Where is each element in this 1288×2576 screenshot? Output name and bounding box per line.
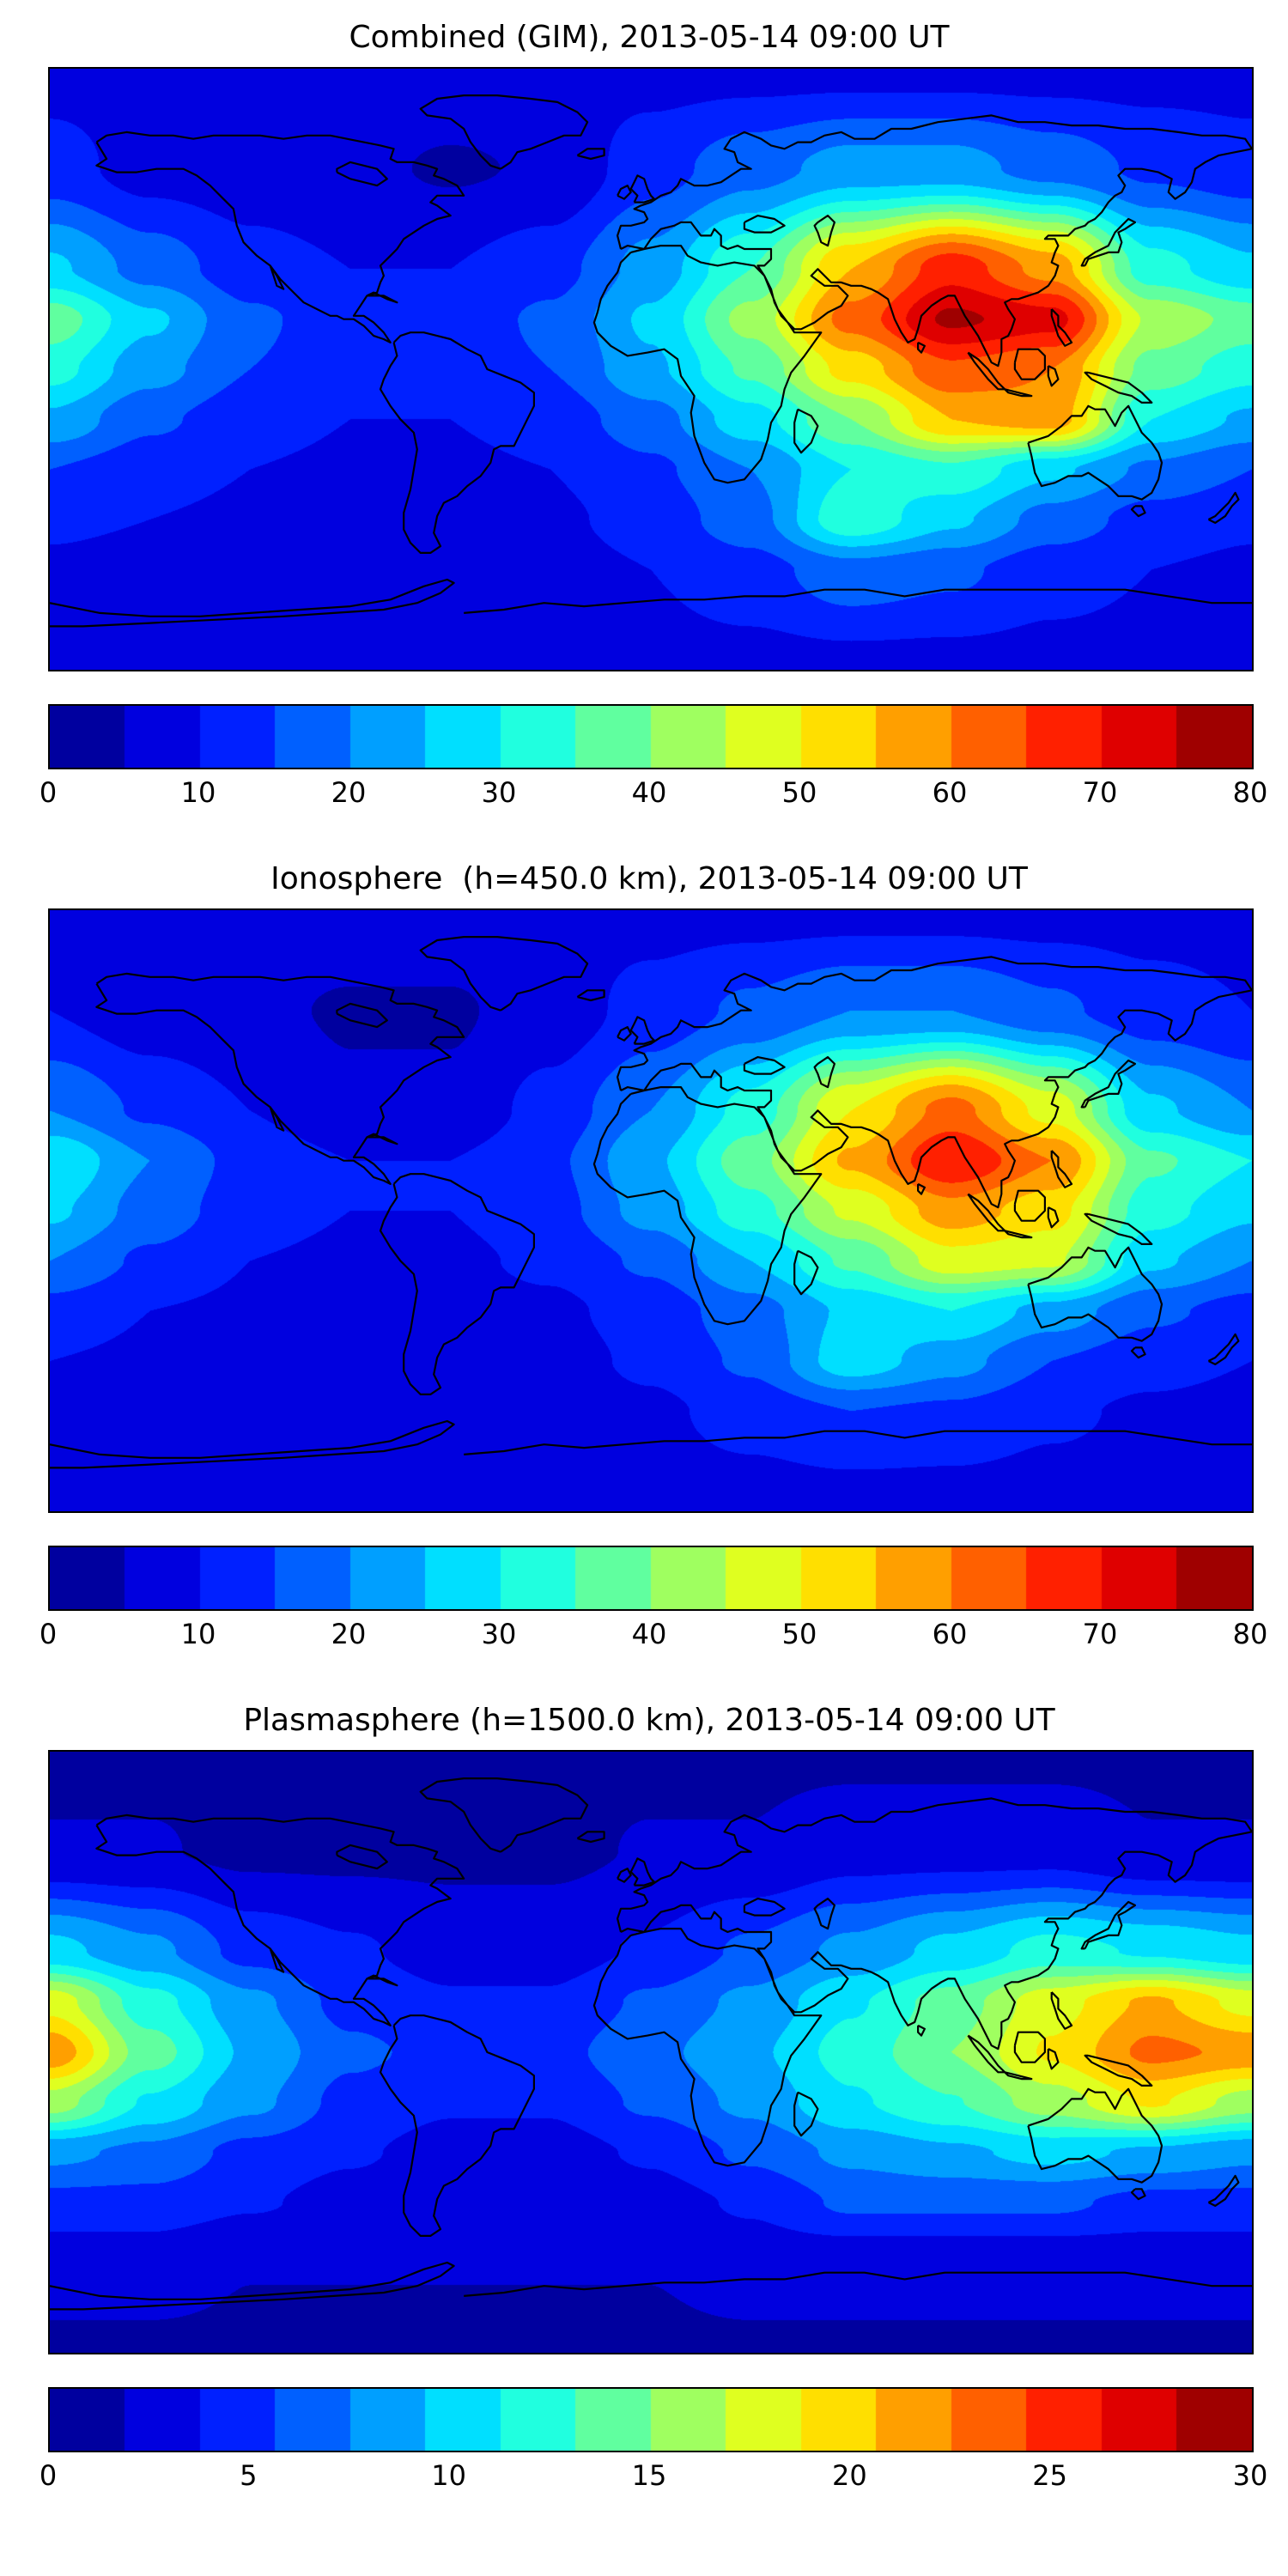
colorbar-tick-label: 10 bbox=[431, 2459, 467, 2492]
chart-title: Plasmasphere (h=1500.0 km), 2013-05-14 0… bbox=[243, 1703, 1055, 1738]
colorbar-tick-label: 50 bbox=[781, 1618, 817, 1650]
colorbar-tick-label: 0 bbox=[39, 776, 58, 809]
colorbar-canvas bbox=[50, 706, 1252, 768]
chart-title: Combined (GIM), 2013-05-14 09:00 UT bbox=[349, 20, 950, 55]
colorbar-tick-label: 10 bbox=[180, 1618, 216, 1650]
colorbar-tick-label: 60 bbox=[932, 776, 968, 809]
colorbar-canvas bbox=[50, 2389, 1252, 2451]
colorbar-tick-label: 0 bbox=[39, 2459, 58, 2492]
colorbar-tick-label: 15 bbox=[631, 2459, 667, 2492]
colorbar-ticks: 0 10 20 30 40 50 60 70 80 bbox=[39, 1614, 1268, 1654]
colorbar-tick-label: 5 bbox=[240, 2459, 258, 2492]
map-combined bbox=[48, 67, 1254, 671]
colorbar-tick-label: 30 bbox=[481, 776, 517, 809]
map-ionosphere bbox=[48, 908, 1254, 1513]
colorbar-tick-label: 30 bbox=[1232, 2459, 1268, 2492]
colorbar-tick-label: 50 bbox=[781, 776, 817, 809]
colorbar-tick-label: 70 bbox=[1082, 1618, 1118, 1650]
colorbar-canvas bbox=[50, 1547, 1252, 1609]
colorbar bbox=[48, 2387, 1254, 2452]
colorbar-tick-label: 40 bbox=[631, 776, 667, 809]
colorbar-tick-label: 30 bbox=[481, 1618, 517, 1650]
colorbar-tick-label: 20 bbox=[331, 1618, 367, 1650]
panel-combined-gim: Combined (GIM), 2013-05-14 09:00 UT 0 10 2… bbox=[39, 14, 1268, 812]
panel-plasmasphere: Plasmasphere (h=1500.0 km), 2013-05-14 0… bbox=[39, 1697, 1268, 2495]
panel-ionosphere: Ionosphere (h=450.0 km), 2013-05-14 09:0… bbox=[39, 855, 1268, 1654]
colorbar-tick-label: 60 bbox=[932, 1618, 968, 1650]
colorbar-tick-label: 10 bbox=[180, 776, 216, 809]
colorbar-tick-label: 70 bbox=[1082, 776, 1118, 809]
chart-title: Ionosphere (h=450.0 km), 2013-05-14 09:0… bbox=[270, 861, 1028, 896]
tec-field-canvas bbox=[50, 910, 1252, 1511]
map-plasmasphere bbox=[48, 1750, 1254, 2354]
colorbar-tick-label: 40 bbox=[631, 1618, 667, 1650]
colorbar-ticks: 0 5 10 15 20 25 30 bbox=[39, 2456, 1268, 2495]
colorbar-tick-label: 0 bbox=[39, 1618, 58, 1650]
colorbar-tick-label: 80 bbox=[1232, 1618, 1268, 1650]
colorbar-ticks: 0 10 20 30 40 50 60 70 80 bbox=[39, 773, 1268, 812]
colorbar-tick-label: 20 bbox=[331, 776, 367, 809]
colorbar-tick-label: 80 bbox=[1232, 776, 1268, 809]
tec-field-canvas bbox=[50, 69, 1252, 670]
colorbar-tick-label: 25 bbox=[1032, 2459, 1068, 2492]
colorbar bbox=[48, 704, 1254, 769]
colorbar-tick-label: 20 bbox=[831, 2459, 867, 2492]
colorbar bbox=[48, 1546, 1254, 1611]
tec-field-canvas bbox=[50, 1752, 1252, 2353]
